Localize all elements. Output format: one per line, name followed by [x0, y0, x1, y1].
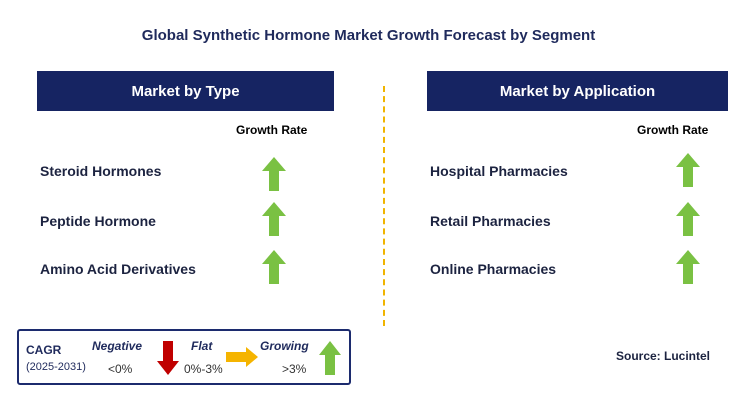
market-by-application-header-label: Market by Application: [499, 82, 656, 100]
growing-arrow-up-icon: [262, 202, 286, 236]
flat-arrow-right-icon: [226, 347, 258, 367]
market-by-type-header-label: Market by Type: [131, 82, 240, 100]
growing-label: Growing: [260, 339, 309, 353]
growing-arrow-up-icon: [262, 157, 286, 191]
market-by-type-header: Market by Type: [37, 71, 334, 111]
negative-label: Negative: [92, 339, 143, 353]
cagr-legend: CAGR (2025-2031) Negative <0% Flat 0%-3%…: [17, 329, 351, 385]
left-growth-rate-label: Growth Rate: [236, 123, 308, 137]
application-item-label: Online Pharmacies: [430, 261, 557, 277]
growing-arrow-up-icon: [262, 250, 286, 284]
growing-arrow-up-icon: [676, 250, 700, 284]
panel-divider: [383, 86, 385, 326]
growing-arrow-up-icon: [676, 202, 700, 236]
chart-title: Global Synthetic Hormone Market Growth F…: [141, 27, 596, 44]
flat-range: 0%-3%: [184, 362, 223, 376]
application-item-label: Retail Pharmacies: [430, 213, 551, 229]
flat-label: Flat: [191, 339, 213, 353]
type-item-label: Steroid Hormones: [40, 163, 162, 179]
negative-range: <0%: [108, 362, 133, 376]
negative-arrow-down-icon: [157, 341, 179, 375]
cagr-label: CAGR: [26, 343, 62, 357]
application-item-label: Hospital Pharmacies: [430, 163, 568, 179]
market-by-application-header: Market by Application: [427, 71, 728, 111]
cagr-years: (2025-2031): [26, 361, 86, 373]
growing-range: >3%: [282, 362, 307, 376]
type-item-label: Amino Acid Derivatives: [40, 261, 196, 277]
source-label: Source: Lucintel: [616, 349, 711, 363]
type-item-label: Peptide Hormone: [40, 213, 156, 229]
growing-arrow-up-icon: [676, 153, 700, 187]
growing-arrow-up-icon: [319, 341, 341, 375]
right-growth-rate-label: Growth Rate: [637, 123, 709, 137]
